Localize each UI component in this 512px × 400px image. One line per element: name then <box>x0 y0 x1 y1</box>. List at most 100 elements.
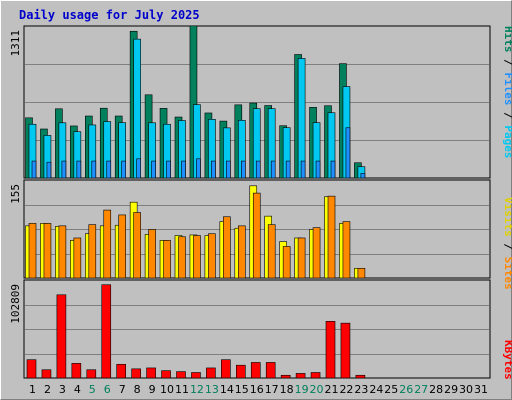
legend-sep-2: / <box>502 106 512 126</box>
bar-kbytes-day-12 <box>191 372 201 379</box>
bar-sites-day-23 <box>357 267 366 279</box>
bar-kbytes-day-3 <box>56 294 67 379</box>
x-label-day-10: 10 <box>160 383 174 396</box>
panel1-bars <box>25 25 366 179</box>
panel3-ymax-label: 102809 <box>9 284 22 324</box>
x-axis-day-labels: 1 2 3 4 5 6 7 8 9 10 11 12 13 14 15 16 17 18 19 20 21 22 23 24 2… <box>29 383 488 396</box>
panel2-ymax-label: 155 <box>9 184 22 204</box>
bar-kbytes-day-4 <box>71 363 82 379</box>
x-label-day-27: 27 <box>414 383 428 396</box>
x-label-day-26: 26 <box>399 383 413 396</box>
bar-sites-day-13 <box>208 233 216 279</box>
x-label-day-5: 5 <box>89 383 96 396</box>
bar-kbytes-day-1 <box>26 359 37 379</box>
bar-kbytes-day-2 <box>41 369 52 379</box>
bar-sites-day-10 <box>163 240 171 279</box>
x-label-day-16: 16 <box>250 383 264 396</box>
x-label-day-1: 1 <box>29 383 36 396</box>
bar-pages-day-7 <box>121 160 126 179</box>
bar-sites-day-22 <box>342 221 351 279</box>
x-label-day-28: 28 <box>429 383 443 396</box>
bar-sites-day-15 <box>238 225 246 279</box>
x-label-day-21: 21 <box>325 383 339 396</box>
bar-pages-day-12 <box>196 158 201 179</box>
bar-pages-day-19 <box>300 160 306 179</box>
bar-sites-day-8 <box>133 212 141 279</box>
bar-pages-day-16 <box>255 160 261 179</box>
bar-kbytes-day-9 <box>146 367 156 379</box>
bar-kbytes-day-6 <box>101 284 112 379</box>
bar-kbytes-day-15 <box>236 364 246 379</box>
legend-pages: Pages <box>502 125 512 158</box>
legend-files: Files <box>502 72 512 105</box>
legend-sep-1: / <box>502 53 512 73</box>
bar-kbytes-day-5 <box>86 369 97 379</box>
x-label-day-3: 3 <box>59 383 66 396</box>
x-label-day-23: 23 <box>354 383 368 396</box>
bar-kbytes-day-7 <box>116 363 126 379</box>
bar-kbytes-day-14 <box>221 359 231 379</box>
bar-pages-day-14 <box>226 160 231 179</box>
bar-pages-day-23 <box>360 173 366 179</box>
bar-sites-day-11 <box>178 236 186 279</box>
bar-kbytes-day-18 <box>280 374 291 379</box>
x-label-day-13: 13 <box>205 383 219 396</box>
x-label-day-15: 15 <box>235 383 249 396</box>
bar-kbytes-day-13 <box>206 367 216 379</box>
x-label-day-17: 17 <box>265 383 279 396</box>
bar-kbytes-day-19 <box>295 373 306 379</box>
bar-kbytes-day-10 <box>161 370 171 379</box>
x-label-day-11: 11 <box>175 383 189 396</box>
bar-sites-day-7 <box>118 214 126 279</box>
bar-kbytes-day-20 <box>310 372 321 379</box>
bar-files-day-8 <box>133 38 141 179</box>
x-label-day-14: 14 <box>220 383 234 396</box>
panel1-ymax-label: 1311 <box>9 30 22 57</box>
bar-pages-day-10 <box>166 160 171 179</box>
bar-pages-day-2 <box>46 161 52 179</box>
bar-sites-day-9 <box>148 229 156 279</box>
bar-pages-day-3 <box>61 160 67 179</box>
bar-kbytes-day-8 <box>131 368 141 379</box>
bar-pages-day-18 <box>285 160 291 179</box>
bar-sites-day-20 <box>312 227 321 279</box>
bar-sites-day-17 <box>267 224 276 279</box>
x-label-day-25: 25 <box>384 383 398 396</box>
bar-pages-day-11 <box>181 160 186 179</box>
bar-kbytes-day-21 <box>325 321 336 379</box>
bar-kbytes-day-16 <box>250 362 261 379</box>
bar-kbytes-day-22 <box>340 322 351 379</box>
bar-sites-day-3 <box>58 225 67 279</box>
x-label-day-7: 7 <box>119 383 126 396</box>
x-label-day-2: 2 <box>44 383 51 396</box>
bar-sites-day-12 <box>193 235 201 279</box>
x-label-day-4: 4 <box>74 383 81 396</box>
bar-pages-day-22 <box>345 127 351 179</box>
bar-sites-day-2 <box>43 223 52 279</box>
bar-kbytes-day-17 <box>265 362 276 379</box>
bar-kbytes-day-11 <box>176 371 186 379</box>
bar-pages-day-9 <box>151 160 156 179</box>
bar-sites-day-16 <box>252 192 261 279</box>
bar-sites-day-6 <box>103 209 112 279</box>
panel2-bars <box>25 185 366 279</box>
x-label-day-29: 29 <box>444 383 458 396</box>
bar-pages-day-5 <box>91 160 97 179</box>
bar-sites-day-19 <box>297 237 306 279</box>
x-label-day-20: 20 <box>310 383 324 396</box>
bar-pages-day-13 <box>211 160 216 179</box>
bar-sites-day-5 <box>88 224 97 279</box>
x-label-day-22: 22 <box>339 383 353 396</box>
panel1-legend: Hits / Files / Pages <box>502 26 512 159</box>
legend-kbytes: KBytes <box>502 340 512 380</box>
x-label-day-24: 24 <box>369 383 383 396</box>
panel3-bars <box>26 284 366 379</box>
bar-sites-day-4 <box>73 237 82 279</box>
bar-pages-day-1 <box>31 160 37 179</box>
bar-sites-day-1 <box>28 223 37 279</box>
x-label-day-31: 31 <box>474 383 488 396</box>
bar-pages-day-21 <box>330 160 336 179</box>
x-label-day-18: 18 <box>280 383 294 396</box>
chart-title: Daily usage for July 2025 <box>19 8 200 22</box>
